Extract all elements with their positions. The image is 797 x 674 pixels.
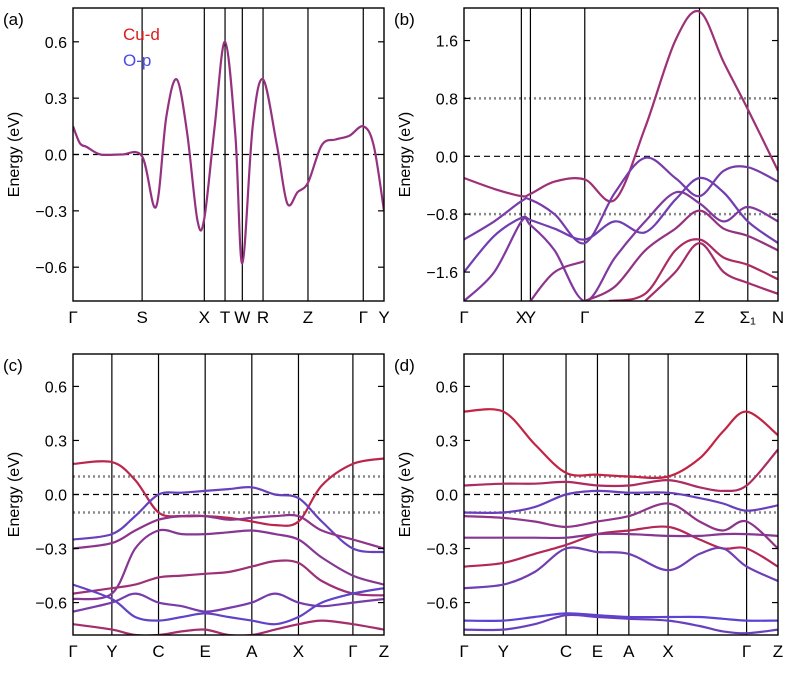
kpoint-label: E	[592, 642, 603, 661]
kpoint-label: Y	[106, 642, 117, 661]
kpoint-label: X	[293, 642, 304, 661]
kpoint-label: N	[772, 308, 784, 327]
y-axis-label: Energy (eV)	[397, 452, 414, 537]
band-line	[73, 619, 384, 635]
band-line	[464, 612, 778, 622]
kpoint-label: Y	[525, 308, 536, 327]
band-line	[464, 532, 778, 540]
y-tick-label: 0.3	[45, 91, 67, 108]
band-line	[464, 525, 778, 568]
band-line	[73, 528, 384, 601]
kpoint-label: Γ	[580, 308, 589, 327]
panel-label: (a)	[3, 10, 24, 29]
y-tick-label: 0.3	[436, 433, 458, 450]
band-line	[529, 260, 586, 301]
kpoint-label: A	[623, 642, 635, 661]
band-line	[464, 613, 778, 635]
panel-3: 0.6 0.3 0.0 −0.3 −0.6 Γ Y C E A X Γ Z Energy (eV) (d)	[394, 353, 783, 661]
band-line	[644, 242, 778, 301]
kpoint-label: Γ	[742, 642, 751, 661]
y-tick-label: 0.6	[45, 35, 67, 52]
kpoint-label: Γ	[359, 308, 368, 327]
kpoint-label: Y	[378, 308, 389, 327]
kpoint-label: Γ	[459, 642, 468, 661]
band-line	[73, 583, 384, 626]
kpoint-label: X	[516, 308, 527, 327]
kpoint-label: A	[246, 642, 258, 661]
band-line	[464, 156, 778, 245]
y-tick-label: −0.3	[426, 542, 458, 559]
kpoint-label: C	[560, 642, 572, 661]
band-line	[73, 559, 384, 597]
panel-label: (b)	[394, 10, 415, 29]
kpoint-label: T	[220, 308, 230, 327]
band-line	[464, 502, 778, 550]
band-line	[73, 40, 384, 265]
kpoint-label: R	[257, 308, 269, 327]
y-tick-label: −0.6	[426, 596, 458, 613]
kpoint-label: Γ	[348, 642, 357, 661]
band-line	[73, 592, 384, 613]
axes-frame	[463, 353, 779, 636]
kpoint-label: Z	[303, 308, 313, 327]
y-tick-label: 1.6	[436, 34, 458, 51]
kpoint-label: E	[200, 642, 211, 661]
y-tick-label: 0.3	[45, 433, 67, 450]
kpoint-label: S	[136, 308, 147, 327]
band-line	[584, 209, 778, 301]
y-tick-label: 0.0	[436, 149, 458, 166]
band-line	[608, 238, 778, 301]
kpoint-label: Z	[379, 642, 389, 661]
kpoint-label: Z	[694, 308, 704, 327]
plot-area	[73, 8, 384, 301]
kpoint-label: Γ	[68, 642, 77, 661]
y-tick-label: 0.0	[436, 488, 458, 505]
kpoint-label: C	[152, 642, 164, 661]
y-tick-label: 0.0	[45, 488, 67, 505]
kpoint-label: X	[199, 308, 210, 327]
kpoint-label: X	[662, 642, 673, 661]
plot-area	[464, 8, 778, 301]
plot-area	[73, 354, 384, 635]
band-line	[73, 485, 384, 554]
band-line	[464, 489, 778, 514]
band-line	[464, 176, 778, 273]
kpoint-label: Σ₁	[740, 308, 757, 327]
band-line	[464, 546, 778, 590]
y-tick-label: −0.3	[35, 542, 67, 559]
kpoint-label: Γ	[459, 308, 468, 327]
y-tick-label: −0.3	[35, 204, 67, 221]
y-tick-label: −1.6	[426, 265, 458, 282]
y-axis-label: Energy (eV)	[397, 112, 414, 197]
panel-2: 0.6 0.3 0.0 −0.3 −0.6 Γ Y C E A X Γ Z Energy (eV) (c)	[3, 353, 389, 661]
y-axis-label: Energy (eV)	[6, 452, 23, 537]
band-line	[73, 457, 384, 527]
band-line	[73, 513, 384, 550]
y-axis-label: Energy (eV)	[6, 112, 23, 197]
kpoint-label: Γ	[68, 308, 77, 327]
y-tick-label: −0.6	[35, 260, 67, 277]
band-line	[464, 408, 778, 479]
kpoint-label: W	[234, 308, 250, 327]
panel-label: (c)	[3, 356, 23, 375]
band-line	[464, 9, 778, 203]
y-tick-label: 0.8	[436, 91, 458, 108]
y-tick-label: 0.6	[45, 379, 67, 396]
panel-label: (d)	[394, 356, 415, 375]
y-tick-label: 0.6	[436, 379, 458, 396]
panel-1: 1.6 0.8 0.0 −0.8 −1.6 Γ XY Γ Z Σ₁ N Energy (eV) (b)	[394, 7, 784, 327]
kpoint-label: Y	[498, 642, 509, 661]
y-tick-label: 0.0	[45, 148, 67, 165]
legend-entry: O-p	[123, 51, 151, 70]
kpoint-label: Z	[773, 642, 783, 661]
y-tick-label: −0.6	[35, 596, 67, 613]
legend-entry: Cu-d	[123, 25, 160, 44]
band-line	[464, 448, 778, 493]
y-tick-label: −0.8	[426, 207, 458, 224]
plot-area	[464, 354, 778, 635]
axes-frame	[463, 7, 779, 302]
band-line	[464, 190, 778, 301]
